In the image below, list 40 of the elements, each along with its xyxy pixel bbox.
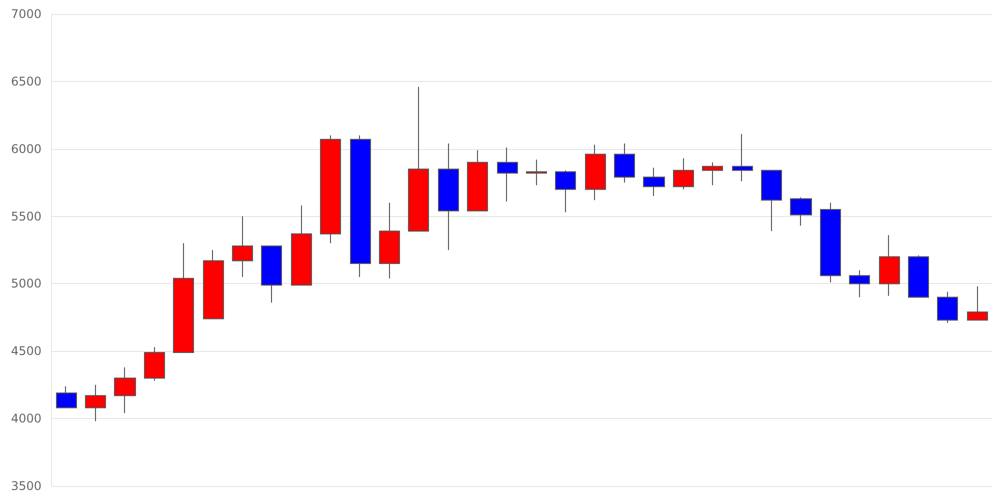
candlestick — [526, 159, 547, 186]
y-tick-label: 7000 — [10, 7, 42, 21]
y-tick-label: 6000 — [10, 142, 42, 156]
y-tick-label: 3500 — [10, 479, 42, 493]
candlestick — [144, 346, 165, 382]
candlestick — [379, 202, 400, 279]
candlestick — [114, 366, 136, 414]
candlestick — [585, 144, 606, 201]
candlestick — [173, 242, 194, 353]
candlestick — [643, 167, 665, 197]
candlestick — [291, 204, 312, 286]
candlestick — [56, 386, 77, 408]
candlestick — [203, 250, 224, 320]
candlestick — [967, 286, 988, 321]
candlestick — [408, 86, 429, 232]
candlestick — [261, 245, 282, 304]
candlestick — [790, 196, 812, 226]
candlestick — [232, 216, 253, 278]
candlestick — [702, 162, 723, 186]
candlestick — [879, 234, 900, 296]
y-tick-label: 5000 — [10, 276, 42, 291]
candlestick — [467, 150, 488, 212]
candlestick — [614, 142, 635, 184]
candlestick — [849, 270, 870, 298]
y-tick-label: 4000 — [10, 412, 42, 426]
candlestick — [761, 170, 782, 232]
y-tick-label: 4500 — [10, 344, 42, 358]
candlestick — [350, 134, 371, 278]
candlestick — [908, 254, 929, 298]
candlestick — [320, 134, 341, 244]
candlestick — [732, 134, 753, 182]
y-tick-label: 5500 — [10, 209, 42, 224]
candlestick — [555, 170, 576, 213]
candlestick — [937, 291, 958, 324]
candlestick — [85, 384, 106, 422]
candlestick — [497, 147, 518, 202]
candlestick — [438, 142, 459, 250]
candlestick — [673, 158, 694, 190]
candlestick — [820, 202, 841, 283]
y-tick-label: 6500 — [10, 74, 42, 88]
